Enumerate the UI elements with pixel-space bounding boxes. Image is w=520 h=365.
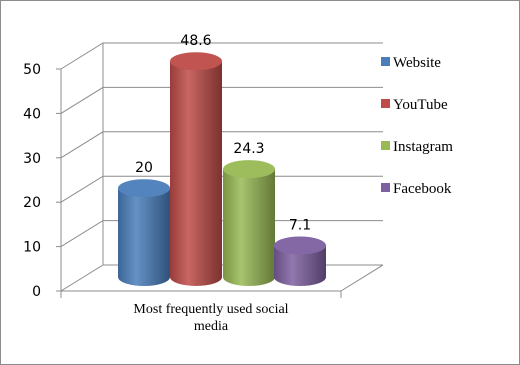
bar-body-website xyxy=(118,188,170,286)
bar-body-facebook xyxy=(274,245,326,286)
legend-swatch-facebook xyxy=(381,183,390,192)
y-tick-label-20: 20 xyxy=(23,195,41,211)
legend-swatch-youtube xyxy=(381,99,390,108)
floor-right-edge xyxy=(340,264,384,292)
legend-item-website: Website xyxy=(381,55,441,71)
bar-top-website xyxy=(118,179,170,198)
data-label-facebook: 7.1 xyxy=(289,217,311,233)
bar-body-youtube xyxy=(170,61,222,286)
legend-item-facebook: Facebook xyxy=(381,181,452,197)
data-label-youtube: 48.6 xyxy=(180,33,211,49)
bar-top-facebook xyxy=(274,236,326,255)
y-tick-label-10: 10 xyxy=(23,240,41,256)
bar-instagram xyxy=(223,160,275,286)
data-label-instagram: 24.3 xyxy=(233,141,264,157)
bar-youtube xyxy=(170,52,222,286)
legend-label-youtube: YouTube xyxy=(393,97,448,113)
legend-swatch-instagram xyxy=(381,141,390,150)
data-label-website: 20 xyxy=(135,160,153,176)
bar-facebook xyxy=(274,236,326,286)
bar-body-instagram xyxy=(223,169,275,286)
bar-top-instagram xyxy=(223,160,275,179)
legend-item-instagram: Instagram xyxy=(381,139,453,155)
chart-labels: Most frequently used social media 20 48.6 24… xyxy=(133,33,311,334)
bar-website xyxy=(118,179,170,286)
chart-axes: 0 10 20 30 40 50 xyxy=(23,62,342,300)
chart-bars xyxy=(118,52,326,286)
legend-item-youtube: YouTube xyxy=(381,97,448,113)
y-tick-label-30: 30 xyxy=(23,151,41,167)
legend-swatch-website xyxy=(381,57,390,66)
y-tick-label-50: 50 xyxy=(23,62,41,78)
legend-label-website: Website xyxy=(393,55,441,71)
x-category-label: Most frequently used social media xyxy=(133,302,288,334)
chart-legend: Website YouTube Instagram Facebook xyxy=(381,55,453,197)
legend-label-facebook: Facebook xyxy=(393,181,452,197)
y-tick-label-0: 0 xyxy=(32,284,41,300)
legend-label-instagram: Instagram xyxy=(393,139,453,155)
bar-top-youtube xyxy=(170,52,222,71)
y-tick-label-40: 40 xyxy=(23,106,41,122)
